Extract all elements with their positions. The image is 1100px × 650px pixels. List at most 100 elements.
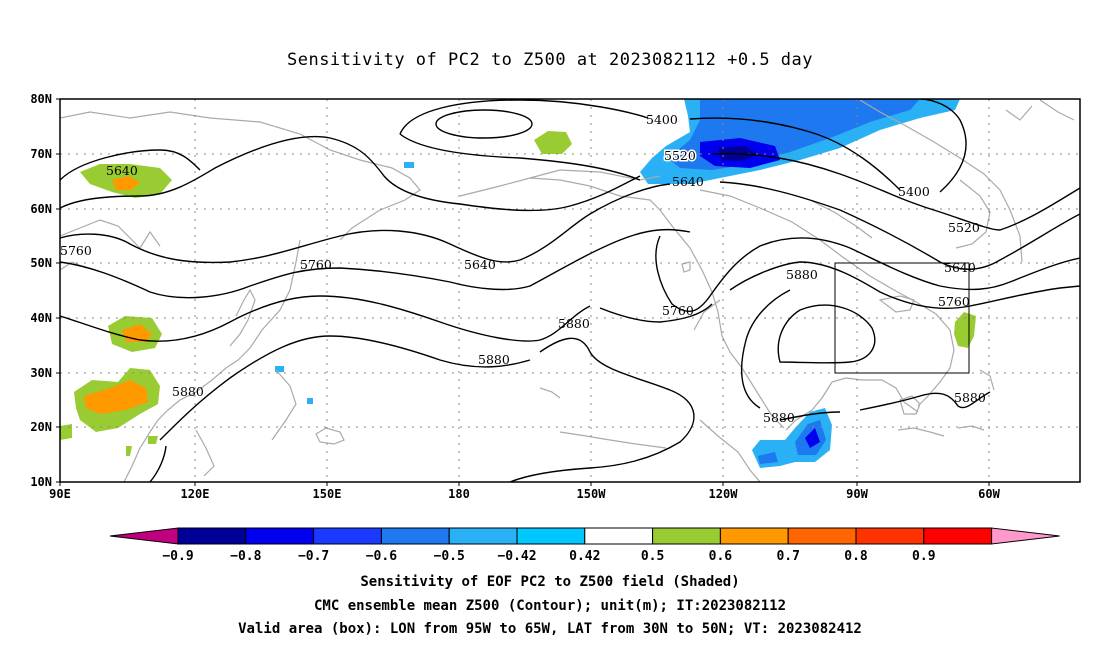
- lat-label-50n: 50N: [30, 256, 52, 270]
- pos-sensitivity-area-south-asia-core: [84, 380, 148, 414]
- colorbar-label: 0.6: [709, 549, 733, 564]
- contour-label: 5880: [478, 352, 510, 367]
- colorbar-label: 0.9: [912, 549, 935, 564]
- colorbar-swatch: [652, 527, 721, 545]
- pos-sensitivity-area-siberia-core: [112, 176, 140, 190]
- neg-sensitivity-area-gulf-inner: [758, 420, 826, 464]
- z500-contour: [60, 183, 671, 264]
- colorbar-label: 0.7: [776, 549, 799, 564]
- colorbar-swatch: [787, 527, 857, 545]
- z500-contour: [435, 109, 533, 139]
- z500-contour: [60, 135, 641, 212]
- colorbar-label: −0.6: [366, 549, 397, 564]
- z500-contour: [159, 335, 531, 441]
- z500-contour: [509, 337, 695, 482]
- contour-label: 5400: [646, 112, 678, 127]
- z500-contour: [399, 133, 641, 181]
- contour-label: 5640: [106, 163, 138, 178]
- colorbar-label: −0.5: [434, 549, 465, 564]
- colorbar-swatch: [584, 527, 654, 545]
- colorbar-label: 0.5: [641, 549, 664, 564]
- contour-label: 5520: [664, 148, 696, 163]
- colorbar-min-triangle: [109, 527, 179, 545]
- contour-label: 5640: [464, 257, 496, 272]
- colorbar-swatch: [855, 527, 925, 545]
- z500-contour: [149, 445, 167, 482]
- contour-labels: 5400 5520 5640 5640 5760 5760 5640 5880 …: [60, 112, 986, 425]
- lon-label-120e: 120E: [181, 487, 210, 501]
- lon-label-150w: 150W: [577, 487, 607, 501]
- contour-label: 5760: [938, 294, 970, 309]
- lat-label-30n: 30N: [30, 366, 52, 380]
- contour-label: 5880: [558, 316, 590, 331]
- colorbar-swatch: [448, 527, 518, 545]
- lon-label-150e: 150E: [313, 487, 342, 501]
- caption-line-3: Valid area (box): LON from 95W to 65W, L…: [238, 621, 862, 637]
- neg-sensitivity-dot: [275, 366, 284, 372]
- pos-sensitivity-area-pacific: [534, 131, 572, 154]
- z500-contour: [399, 99, 649, 135]
- neg-sensitivity-dot: [404, 162, 414, 168]
- longitude-labels: 90E 120E 150E 180 150W 120W 90W 60W: [49, 487, 1000, 501]
- coastlines: [60, 99, 1075, 482]
- lat-label-60n: 60N: [30, 202, 52, 216]
- contour-label: 5760: [300, 257, 332, 272]
- lon-label-120w: 120W: [709, 487, 739, 501]
- axis-ticks: [56, 98, 990, 486]
- z500-contour: [729, 261, 1080, 309]
- lon-label-90w: 90W: [846, 487, 868, 501]
- contour-label: 5880: [763, 410, 795, 425]
- z500-contour: [779, 411, 841, 421]
- colorbar-max-triangle: [991, 527, 1060, 545]
- lon-label-180: 180: [448, 487, 470, 501]
- z500-contour: [719, 181, 1080, 270]
- neg-sensitivity-dot: [307, 398, 313, 404]
- z500-contour: [859, 391, 991, 411]
- contour-label: 5880: [954, 390, 986, 405]
- z500-contour: [655, 235, 1080, 313]
- z500-contour: [60, 149, 201, 181]
- lon-label-60w: 60W: [978, 487, 1000, 501]
- pos-sensitivity-area-atlantic: [954, 312, 976, 348]
- z500-contour: [711, 153, 1080, 231]
- contour-label: 5760: [662, 303, 694, 318]
- contour-label: 5760: [60, 243, 92, 258]
- colorbar-label: 0.42: [569, 549, 600, 564]
- colorbar-label: −0.42: [497, 549, 536, 564]
- colorbar-swatch: [177, 527, 247, 545]
- contour-label: 5520: [948, 220, 980, 235]
- contour-label: 5880: [172, 384, 204, 399]
- contour-label: 5640: [672, 174, 704, 189]
- colorbar: −0.9 −0.8 −0.7 −0.6 −0.5 −0.42 0.42 0.5 0.6 0.7 0.…: [109, 527, 1060, 564]
- graticule: [60, 99, 1080, 482]
- map-frame: [59, 98, 1081, 483]
- z500-contour: [777, 304, 876, 364]
- neg-sensitivity-area-gulf-core: [805, 428, 820, 448]
- z500-contour: [599, 303, 713, 323]
- colorbar-swatch: [313, 527, 382, 545]
- colorbar-swatch: [719, 527, 789, 545]
- valid-area-box: [834, 262, 970, 374]
- z500-contours: [60, 99, 1080, 482]
- colorbar-label: 0.8: [844, 549, 868, 564]
- lat-label-80n: 80N: [30, 92, 52, 106]
- latitude-labels: 80N 70N 60N 50N 40N 30N 20N 10N: [30, 92, 52, 489]
- map-title: Sensitivity of PC2 to Z500 at 2023082112…: [286, 50, 813, 70]
- contour-label: 5400: [898, 184, 930, 199]
- z500-contour: [60, 295, 591, 342]
- contour-label: 5880: [786, 267, 818, 282]
- sensitivity-shading: [60, 99, 976, 468]
- caption-line-1: Sensitivity of EOF PC2 to Z500 field (Sh…: [360, 574, 740, 590]
- lat-label-10n: 10N: [30, 475, 52, 489]
- z500-contour: [60, 228, 691, 299]
- colorbar-swatch: [245, 527, 315, 545]
- contour-label: 5640: [944, 260, 976, 275]
- colorbar-swatch: [516, 527, 586, 545]
- colorbar-label: −0.7: [298, 549, 329, 564]
- caption-line-2: CMC ensemble mean Z500 (Contour); unit(m…: [313, 598, 786, 614]
- lat-label-70n: 70N: [30, 147, 52, 161]
- colorbar-label: −0.9: [162, 549, 193, 564]
- z500-contour: [919, 99, 967, 193]
- z500-contour: [740, 289, 791, 409]
- lat-label-40n: 40N: [30, 311, 52, 325]
